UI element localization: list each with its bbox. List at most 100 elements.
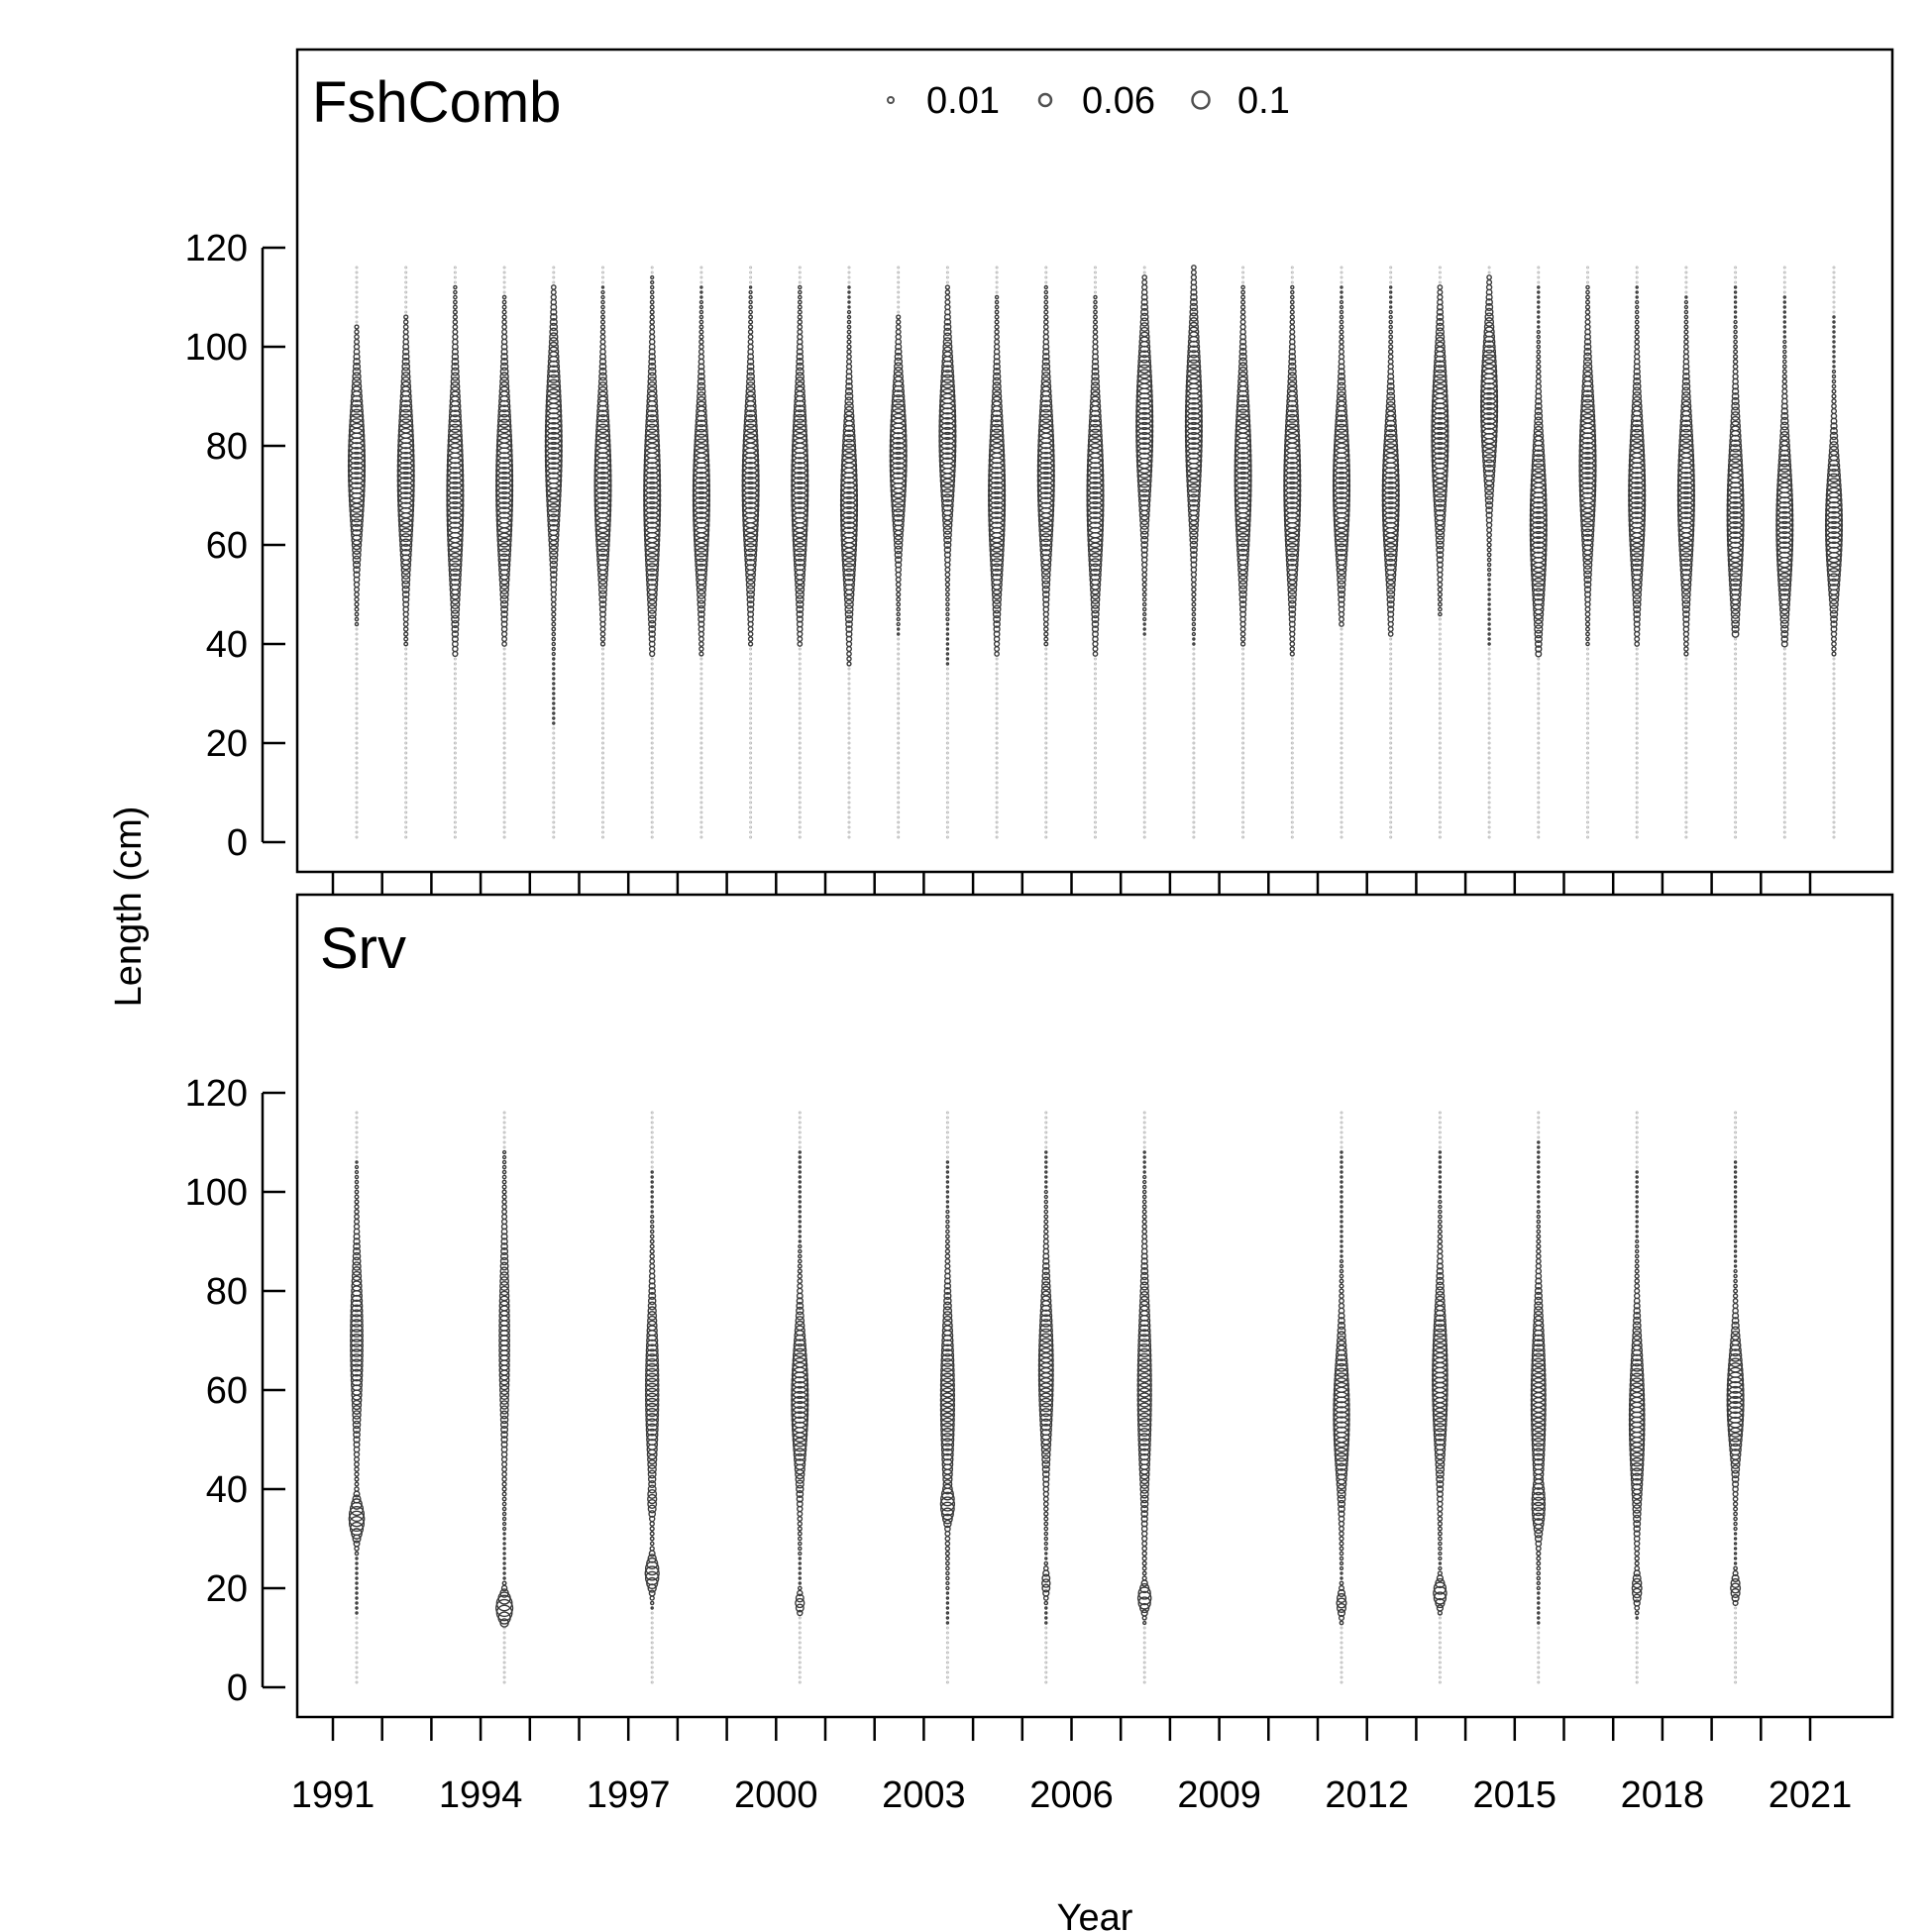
bubble-point — [549, 550, 559, 560]
bubble-point — [450, 385, 461, 397]
bubble-point — [699, 815, 703, 819]
bubble-point — [993, 367, 1002, 376]
bubble-point — [844, 604, 854, 614]
bubble-point — [650, 692, 654, 696]
bubble-point — [938, 447, 957, 465]
bubble-point — [1389, 275, 1393, 279]
bubble-point — [1185, 437, 1203, 455]
bubble-point — [1088, 419, 1103, 433]
bubble-point — [351, 380, 363, 392]
bubble-point — [644, 547, 660, 563]
bubble-point — [749, 766, 753, 770]
bubble-point — [1241, 275, 1245, 279]
bubble-point — [741, 496, 760, 514]
legend-marker-large — [1191, 90, 1211, 110]
bubble-point — [1283, 457, 1302, 475]
bubble-point — [1340, 815, 1343, 819]
bubble-point — [1136, 374, 1153, 389]
bubble-point — [355, 682, 359, 686]
bubble-point — [1438, 830, 1442, 834]
bubble-point — [988, 467, 1006, 484]
bubble-point — [396, 461, 415, 481]
bubble-point — [399, 399, 413, 413]
bubble-point — [692, 481, 710, 500]
bubble-point — [992, 381, 1002, 391]
bubble-point — [355, 632, 359, 636]
bubble-point — [402, 600, 410, 608]
bubble-point — [1438, 672, 1442, 676]
bubble-point — [942, 332, 952, 342]
bubble-point — [1044, 756, 1048, 760]
bubble-point — [989, 547, 1005, 563]
bubble-point — [650, 662, 654, 666]
bubble-point — [545, 392, 562, 410]
bubble-point — [992, 609, 1002, 619]
bubble-point — [945, 746, 949, 750]
bubble-point — [693, 521, 710, 539]
bubble-point — [1042, 348, 1050, 356]
bubble-point — [1339, 309, 1344, 315]
bubble-point — [1241, 771, 1245, 775]
bubble-point — [693, 506, 710, 524]
bubble-point — [1290, 289, 1295, 295]
bubble-point — [1185, 447, 1203, 465]
bubble-point — [1339, 334, 1344, 340]
bubble-point — [994, 334, 1000, 340]
bubble-point — [797, 304, 803, 310]
bubble-point — [501, 309, 507, 315]
bubble-point — [1086, 481, 1105, 500]
bubble-point — [1438, 825, 1442, 829]
bubble-point — [396, 466, 415, 485]
bubble-point — [945, 815, 949, 819]
bubble-point — [988, 476, 1007, 495]
bubble-point — [890, 412, 907, 430]
bubble-point — [944, 294, 951, 300]
bubble-point — [698, 324, 704, 330]
bubble-point — [1340, 692, 1343, 696]
bubble-point — [797, 324, 804, 330]
bubble-point — [1288, 357, 1297, 367]
bubble-point — [601, 726, 604, 730]
bubble-point — [897, 761, 901, 765]
bubble-point — [1383, 433, 1398, 449]
bubble-point — [841, 438, 857, 454]
bubble-point — [1340, 667, 1343, 671]
bubble-point — [1290, 751, 1294, 755]
bubble-point — [1087, 521, 1104, 539]
bubble-point — [601, 662, 604, 666]
bubble-point — [749, 697, 753, 700]
bubble-point — [993, 363, 1001, 371]
bubble-point — [897, 697, 901, 700]
bubble-point — [897, 716, 901, 720]
bubble-point — [1382, 447, 1399, 465]
bubble-point — [594, 428, 611, 444]
bubble-point — [1386, 382, 1395, 390]
bubble-point — [696, 395, 707, 407]
bubble-point — [1388, 290, 1393, 294]
bubble-point — [699, 766, 703, 770]
bubble-point — [1388, 324, 1393, 330]
bubble-point — [1438, 781, 1442, 785]
bubble-point — [498, 385, 510, 397]
bubble-point — [1192, 731, 1196, 735]
bubble-point — [791, 491, 809, 509]
bubble-point — [597, 385, 608, 397]
bubble-point — [1290, 756, 1294, 760]
bubble-point — [995, 835, 999, 839]
bubble-point — [894, 556, 903, 564]
bubble-point — [1241, 716, 1245, 720]
bubble-point — [1044, 266, 1048, 269]
bubble-column-2011 — [1332, 266, 1351, 839]
bubble-point — [1384, 424, 1398, 438]
bubble-point — [354, 606, 360, 612]
bubble-point — [1335, 419, 1348, 433]
bubble-point — [943, 318, 952, 326]
bubble-point — [1088, 563, 1103, 577]
bubble-point — [1088, 547, 1103, 563]
bubble-point — [453, 815, 457, 819]
bubble-point — [1142, 662, 1146, 666]
bubble-point — [1389, 830, 1393, 834]
bubble-point — [697, 381, 706, 391]
bubble-point — [446, 495, 465, 515]
bubble-point — [697, 604, 706, 614]
